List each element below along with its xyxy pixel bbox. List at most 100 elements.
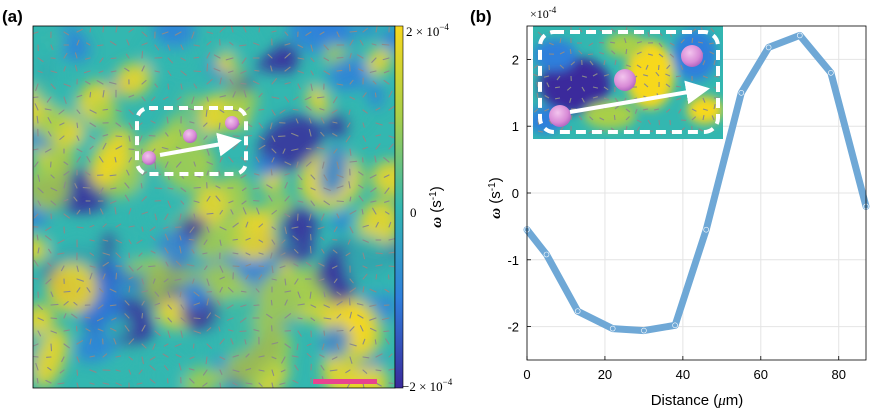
velocity-arrow: [371, 57, 377, 63]
velocity-arrow: [180, 70, 187, 76]
velocity-arrow: [336, 185, 344, 189]
velocity-arrow: [89, 122, 97, 128]
velocity-arrow: [179, 235, 182, 241]
velocity-arrow: [297, 317, 303, 320]
velocity-arrow: [310, 44, 314, 52]
velocity-arrow: [362, 122, 365, 128]
velocity-arrow: [382, 57, 390, 61]
velocity-arrow: [164, 365, 169, 371]
velocity-arrow: [232, 238, 238, 241]
velocity-arrow: [349, 311, 352, 319]
velocity-arrow: [284, 343, 291, 349]
velocity-arrow: [384, 211, 390, 215]
inset-velocity-arrow: [647, 53, 653, 56]
vorticity-patch: [89, 127, 134, 187]
velocity-arrow: [226, 304, 234, 309]
inset-velocity-arrow: [676, 97, 682, 101]
velocity-arrow: [124, 300, 130, 306]
velocity-arrow: [258, 369, 265, 372]
inset-velocity-arrow: [657, 64, 660, 71]
velocity-arrow: [36, 115, 39, 124]
velocity-arrow: [150, 109, 156, 112]
velocity-arrow: [336, 343, 340, 350]
inset-velocity-arrow: [669, 53, 675, 58]
vorticity-patch: [138, 193, 182, 233]
velocity-arrow: [281, 239, 286, 244]
velocity-arrow: [97, 304, 104, 310]
velocity-arrow: [388, 105, 395, 111]
inset-velocity-arrow: [536, 82, 539, 88]
velocity-arrow: [232, 354, 239, 358]
velocity-arrow: [206, 148, 210, 156]
inset-velocity-arrow: [653, 108, 660, 111]
velocity-arrow: [332, 121, 338, 124]
velocity-arrow: [154, 213, 158, 221]
inset-velocity-arrow: [610, 41, 616, 44]
velocity-arrow: [175, 354, 182, 358]
velocity-arrow: [164, 161, 169, 168]
velocity-arrow: [205, 109, 208, 117]
velocity-arrow: [297, 70, 304, 74]
velocity-arrow: [271, 78, 277, 85]
velocity-arrow: [310, 57, 315, 63]
velocity-arrow: [167, 330, 171, 339]
velocity-arrow: [141, 79, 147, 85]
inset-velocity-arrow: [537, 31, 543, 36]
velocity-arrow: [258, 223, 264, 228]
velocity-arrow: [240, 156, 247, 163]
velocity-arrow: [149, 356, 156, 361]
velocity-arrow: [347, 122, 351, 128]
velocity-arrow: [63, 96, 67, 104]
velocity-arrow: [245, 237, 251, 241]
velocity-arrow: [48, 248, 52, 254]
panel-b-label: (b): [470, 7, 492, 26]
vorticity-patch: [258, 115, 324, 172]
velocity-arrow: [164, 213, 169, 221]
velocity-arrow: [375, 274, 378, 280]
velocity-arrow: [362, 239, 369, 243]
velocity-arrow: [291, 132, 299, 137]
velocity-arrow: [241, 187, 247, 192]
velocity-arrow: [245, 382, 253, 385]
velocity-arrow: [128, 207, 132, 215]
velocity-arrow: [167, 291, 171, 298]
inset-velocity-arrow: [623, 38, 627, 44]
velocity-arrow: [83, 70, 91, 74]
velocity-arrow: [63, 83, 71, 87]
inset-velocity-arrow: [611, 50, 616, 55]
inset-velocity-arrow: [636, 41, 642, 44]
velocity-arrow: [192, 343, 195, 349]
velocity-arrow: [349, 52, 352, 59]
velocity-arrow: [102, 239, 109, 242]
velocity-arrow: [76, 109, 81, 114]
inset-velocity-arrow: [569, 97, 572, 103]
velocity-arrow: [37, 57, 44, 63]
velocity-arrow: [362, 286, 365, 293]
velocity-arrow: [206, 212, 214, 215]
velocity-arrow: [293, 263, 299, 267]
y-tick-label: 1: [512, 119, 519, 134]
velocity-arrow: [336, 174, 344, 178]
velocity-arrow: [228, 156, 234, 163]
velocity-arrow: [228, 70, 234, 73]
vorticity-patch: [33, 163, 70, 212]
velocity-arrow: [59, 135, 65, 141]
velocity-arrow: [362, 252, 366, 260]
velocity-arrow: [270, 299, 273, 306]
velocity-arrow: [388, 265, 395, 268]
vorticity-patch: [358, 26, 375, 38]
velocity-arrow: [258, 239, 264, 243]
velocity-arrow: [383, 330, 390, 333]
inset-velocity-arrow: [592, 73, 598, 77]
velocity-arrow: [317, 226, 325, 230]
velocity-arrow: [47, 131, 52, 137]
inset-velocity-arrow: [710, 27, 715, 33]
velocity-arrow: [205, 356, 208, 365]
velocity-arrow: [310, 70, 314, 76]
velocity-arrow: [349, 96, 356, 100]
velocity-arrow: [102, 108, 109, 111]
inset-velocity-arrow: [599, 51, 605, 55]
velocity-arrow: [179, 245, 182, 254]
velocity-arrow: [241, 57, 247, 64]
velocity-arrow: [89, 338, 92, 345]
